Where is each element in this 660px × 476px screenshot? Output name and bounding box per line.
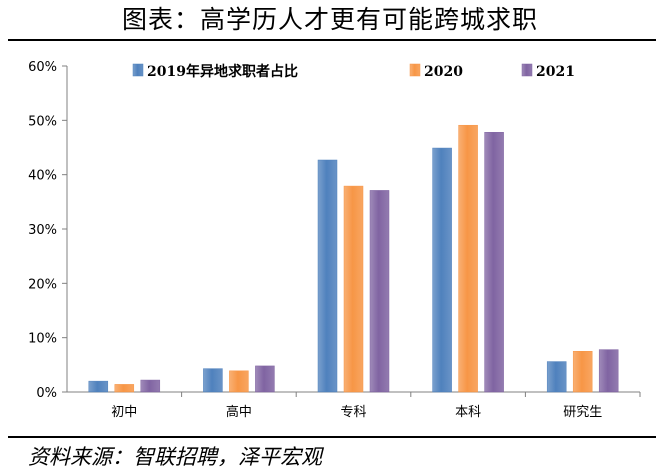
legend-label: 2019年异地求职者占比 bbox=[147, 63, 298, 80]
bar-2-0 bbox=[140, 379, 161, 393]
title-rule bbox=[8, 39, 656, 41]
y-tick-label: 0% bbox=[36, 386, 57, 401]
legend: 2019年异地求职者占比 2020 2021 bbox=[132, 63, 575, 80]
bar-0-3 bbox=[432, 147, 452, 393]
bar-chart: 0% 10% 20% 30% 40% 50% 60% 初中 高中 专科 本科 研究生 2019年异地求… bbox=[28, 60, 641, 420]
axes: 0% 10% 20% 30% 40% 50% 60% 初中 高中 专科 本科 研究生 bbox=[28, 60, 641, 420]
bar-0-1 bbox=[203, 368, 223, 393]
bar-2-2 bbox=[369, 190, 390, 393]
bar-1-4 bbox=[572, 351, 593, 393]
bar-1-3 bbox=[458, 124, 478, 393]
y-tick-label: 60% bbox=[28, 60, 57, 75]
bar-0-0 bbox=[88, 380, 109, 393]
bar-1-0 bbox=[114, 384, 135, 393]
source-note: 资料来源：智联招聘，泽平宏观 bbox=[28, 445, 322, 469]
bar-0-2 bbox=[317, 159, 338, 393]
bar-2-4 bbox=[598, 349, 619, 393]
source-rule bbox=[8, 436, 656, 438]
y-tick-label: 40% bbox=[28, 169, 57, 184]
bars bbox=[88, 124, 619, 393]
x-tick-label: 本科 bbox=[455, 405, 481, 420]
legend-swatch bbox=[409, 63, 421, 77]
chart-title: 图表：高学历人才更有可能跨城求职 bbox=[121, 5, 538, 34]
legend-label: 2021 bbox=[536, 64, 575, 80]
legend-label: 2020 bbox=[424, 64, 463, 80]
bar-1-2 bbox=[343, 185, 364, 393]
y-tick-label: 10% bbox=[28, 332, 57, 347]
x-tick-label: 研究生 bbox=[563, 405, 602, 420]
legend-swatch bbox=[132, 63, 144, 77]
y-tick-label: 30% bbox=[28, 223, 57, 238]
bar-2-1 bbox=[255, 365, 275, 393]
bar-1-1 bbox=[229, 370, 249, 393]
bar-0-4 bbox=[546, 361, 567, 393]
bar-2-3 bbox=[484, 132, 504, 393]
x-tick-label: 专科 bbox=[340, 405, 366, 420]
x-tick-label: 高中 bbox=[226, 404, 252, 420]
y-tick-label: 50% bbox=[28, 114, 57, 129]
legend-swatch bbox=[521, 63, 533, 77]
x-tick-label: 初中 bbox=[111, 405, 137, 420]
y-tick-label: 20% bbox=[28, 277, 57, 292]
